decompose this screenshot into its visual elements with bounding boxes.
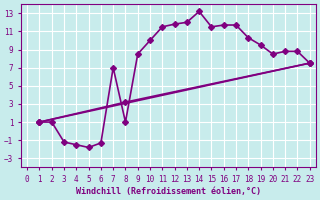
X-axis label: Windchill (Refroidissement éolien,°C): Windchill (Refroidissement éolien,°C) <box>76 187 261 196</box>
